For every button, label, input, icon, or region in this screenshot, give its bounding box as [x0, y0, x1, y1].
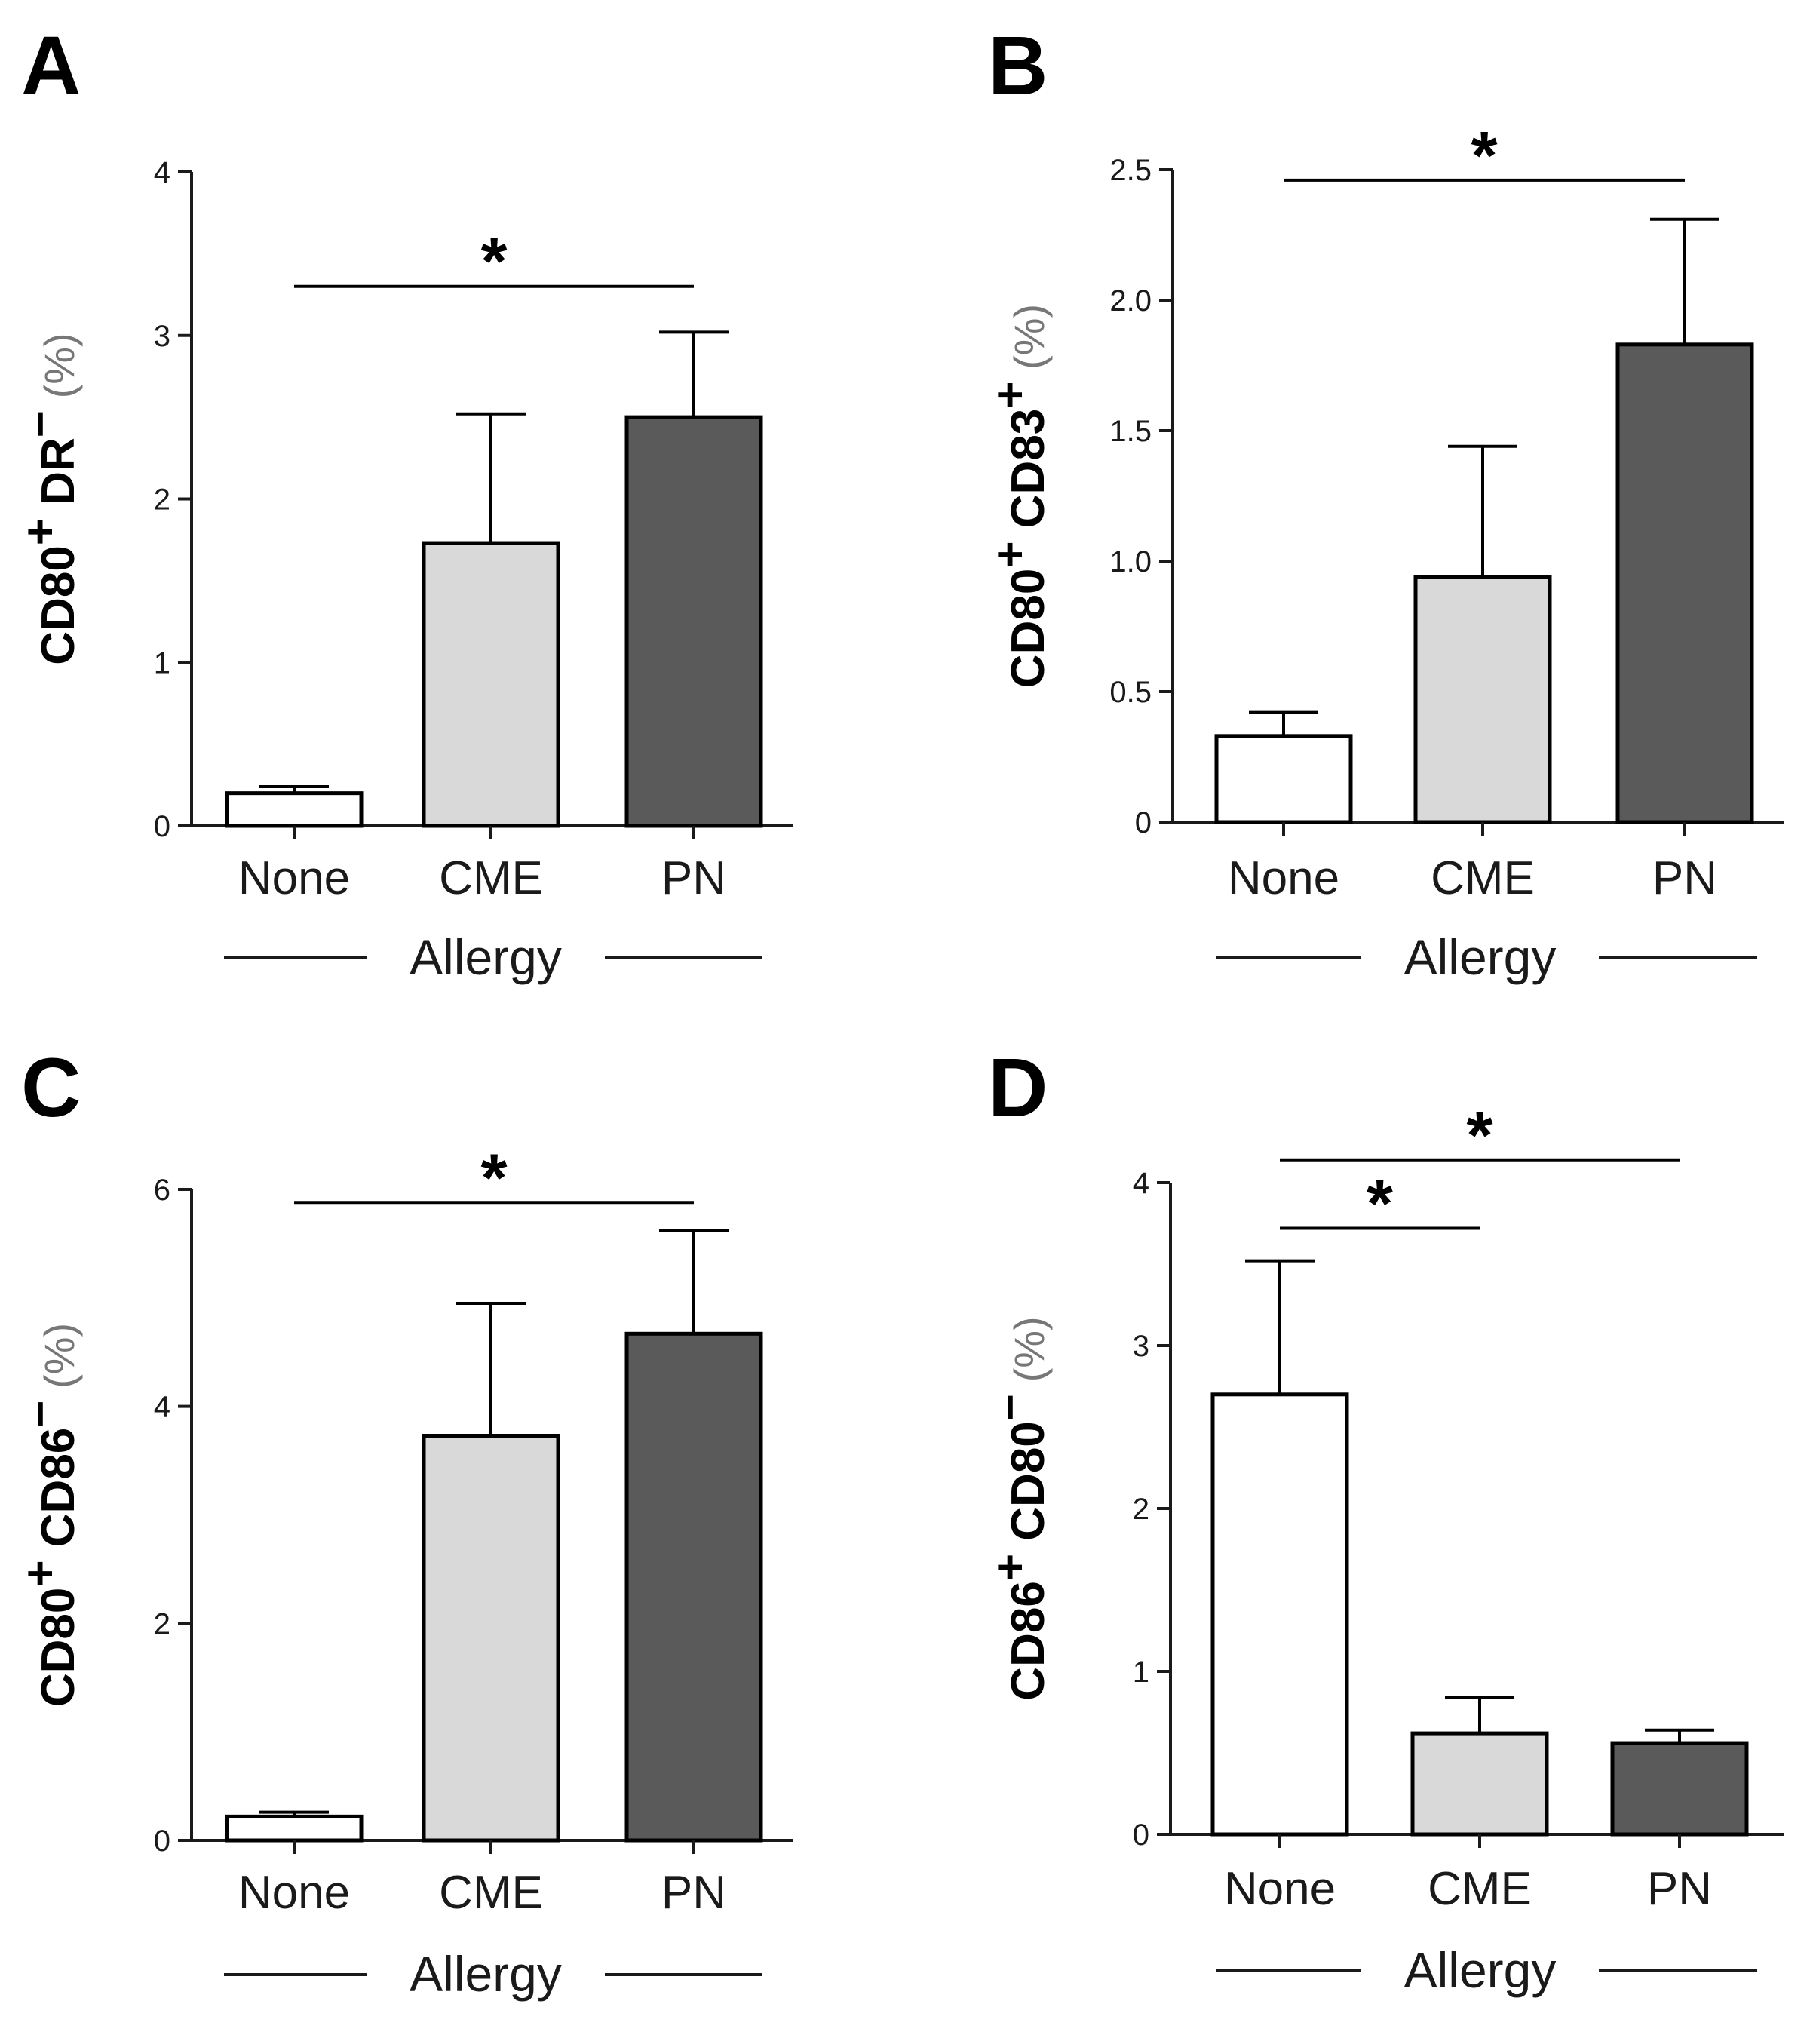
bar-cme [1410, 1731, 1549, 1837]
y-tick-label: 4 [1133, 1167, 1149, 1200]
panel-d: D 0 1 2 3 4 None CME PN Allergy * * CD86+ CD80− (%) [984, 1042, 1784, 1998]
bar-pn [624, 1331, 763, 1843]
bar-none [225, 1814, 364, 1843]
bar-none [1214, 734, 1353, 824]
panel-letter: C [21, 1042, 81, 1134]
y-tick-label: 1 [154, 646, 170, 680]
bar-pn [1610, 1741, 1749, 1837]
category-label-none: None [1224, 1863, 1336, 1915]
category-label-pn: PN [1652, 852, 1717, 904]
bar-cme [1413, 575, 1552, 824]
significance-star: * [480, 1140, 507, 1216]
y-axis-label: CD80+ CD83+ (%) [984, 304, 1054, 688]
y-tick-label: 2.0 [1109, 284, 1152, 318]
y-axis-label: CD80+ CD86− (%) [14, 1323, 84, 1707]
category-label-none: None [238, 852, 350, 904]
panel-letter: A [21, 20, 81, 112]
y-tick-label: 0 [154, 810, 170, 843]
category-label-cme: CME [1428, 1863, 1532, 1915]
y-tick-label: 1 [1133, 1656, 1149, 1689]
bar-none [225, 791, 364, 828]
bar-pn [1615, 342, 1754, 824]
category-label-none: None [238, 1867, 350, 1919]
y-tick-label: 2 [154, 483, 170, 517]
y-tick-label: 0 [154, 1825, 170, 1858]
bar-cme [422, 541, 560, 828]
category-label-cme: CME [1431, 852, 1535, 904]
panel-a: A 0 1 2 3 4 None CME PN Allergy * CD80+ DR− (%) [14, 20, 793, 985]
panel-b: B 0 0.5 1.0 1.5 2.0 2.5 None CME PN Allergy * CD80+ … [984, 20, 1784, 985]
y-tick-label: 0 [1135, 806, 1152, 839]
y-axis-label: CD80+ DR− (%) [14, 333, 84, 664]
y-tick-label: 4 [154, 156, 170, 189]
significance-star: * [1471, 118, 1497, 194]
category-label-cme: CME [439, 1867, 543, 1919]
y-tick-label: 0 [1133, 1818, 1149, 1852]
bar-none [1210, 1392, 1349, 1837]
group-label: Allergy [1404, 1942, 1557, 1998]
category-label-pn: PN [661, 852, 726, 904]
y-tick-label: 1.0 [1109, 545, 1152, 579]
y-tick-label: 3 [1133, 1330, 1149, 1363]
y-tick-label: 3 [154, 320, 170, 353]
category-label-pn: PN [1647, 1863, 1712, 1915]
bar-pn [624, 415, 763, 828]
y-tick-label: 0.5 [1109, 676, 1152, 709]
panel-letter: B [988, 20, 1048, 112]
category-label-none: None [1228, 852, 1339, 904]
y-tick-label: 1.5 [1109, 415, 1152, 448]
y-tick-label: 2 [154, 1607, 170, 1640]
significance-star: * [1367, 1166, 1393, 1241]
bar-cme [422, 1434, 560, 1843]
significance-star: * [480, 225, 507, 300]
panel-letter: D [988, 1042, 1048, 1134]
y-tick-label: 6 [154, 1174, 170, 1207]
y-tick-label: 2 [1133, 1493, 1149, 1526]
category-label-cme: CME [439, 852, 543, 904]
group-label: Allergy [410, 929, 562, 985]
panel-c: C 0 2 4 6 None CME PN Allergy * CD80+ CD86− (%) [14, 1042, 793, 2002]
group-label: Allergy [1404, 929, 1557, 985]
y-tick-label: 4 [154, 1391, 170, 1424]
category-label-pn: PN [661, 1867, 726, 1919]
y-axis-label: CD86+ CD80− (%) [984, 1316, 1054, 1700]
significance-star: * [1466, 1098, 1492, 1174]
y-tick-label: 2.5 [1109, 154, 1152, 187]
group-label: Allergy [410, 1946, 562, 2002]
